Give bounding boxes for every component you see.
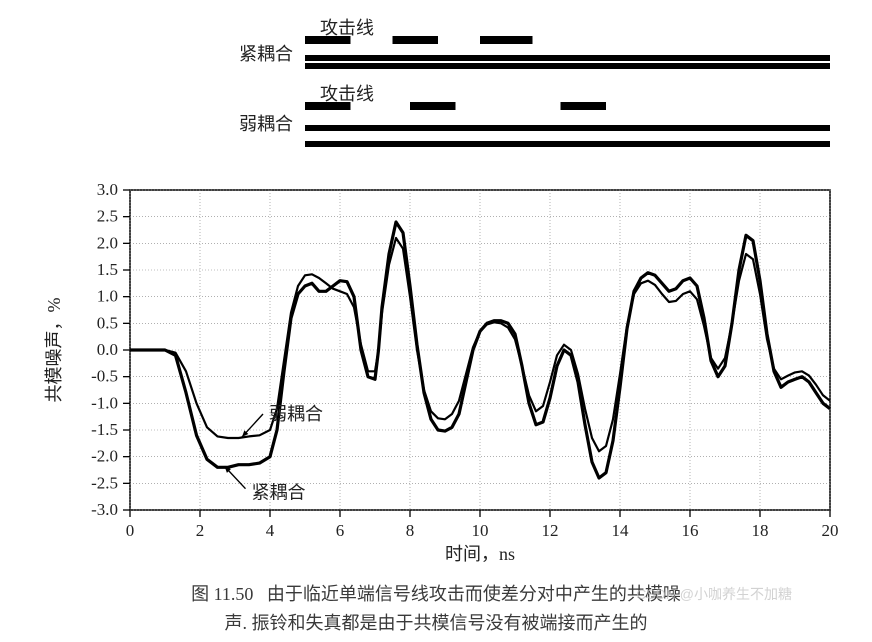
svg-text:-2.0: -2.0 — [91, 447, 118, 466]
svg-text:16: 16 — [682, 521, 699, 540]
figure-container: 攻击线紧耦合攻击线弱耦合02468101214161820-3.0-2.5-2.… — [10, 10, 862, 632]
svg-text:6: 6 — [336, 521, 345, 540]
svg-text:8: 8 — [406, 521, 415, 540]
svg-text:-1.0: -1.0 — [91, 393, 118, 412]
svg-text:0.0: 0.0 — [97, 340, 118, 359]
svg-text:4: 4 — [266, 521, 275, 540]
caption-line-2: 声. 振铃和失真都是由于共模信号没有被端接而产生的 — [225, 613, 648, 633]
svg-text:3.0: 3.0 — [97, 180, 118, 199]
svg-text:紧耦合: 紧耦合 — [239, 44, 293, 64]
svg-text:时间，ns: 时间，ns — [445, 544, 515, 564]
svg-text:1.0: 1.0 — [97, 287, 118, 306]
svg-text:-2.5: -2.5 — [91, 473, 118, 492]
svg-text:-0.5: -0.5 — [91, 367, 118, 386]
svg-text:2.0: 2.0 — [97, 233, 118, 252]
svg-text:-3.0: -3.0 — [91, 500, 118, 519]
svg-text:2.5: 2.5 — [97, 207, 118, 226]
svg-text:弱耦合: 弱耦合 — [269, 404, 323, 424]
svg-text:20: 20 — [822, 521, 839, 540]
svg-text:-1.5: -1.5 — [91, 420, 118, 439]
svg-text:攻击线: 攻击线 — [320, 84, 374, 104]
figure-number: 图 11.50 — [191, 584, 253, 604]
svg-text:18: 18 — [752, 521, 769, 540]
svg-text:共模噪声，%: 共模噪声，% — [44, 298, 64, 403]
figure-svg: 攻击线紧耦合攻击线弱耦合02468101214161820-3.0-2.5-2.… — [10, 10, 862, 570]
svg-text:2: 2 — [196, 521, 205, 540]
svg-text:0: 0 — [126, 521, 135, 540]
svg-text:攻击线: 攻击线 — [320, 18, 374, 38]
svg-text:紧耦合: 紧耦合 — [252, 483, 306, 503]
svg-text:0.5: 0.5 — [97, 313, 118, 332]
svg-text:1.5: 1.5 — [97, 260, 118, 279]
svg-text:弱耦合: 弱耦合 — [239, 114, 293, 134]
caption-line-1: 由于临近单端信号线攻击而使差分对中产生的共模噪 — [267, 584, 681, 604]
svg-text:14: 14 — [612, 521, 630, 540]
svg-text:12: 12 — [542, 521, 559, 540]
figure-caption: 图 11.50 由于临近单端信号线攻击而使差分对中产生的共模噪 声. 振铃和失真… — [10, 580, 862, 638]
svg-text:10: 10 — [472, 521, 489, 540]
